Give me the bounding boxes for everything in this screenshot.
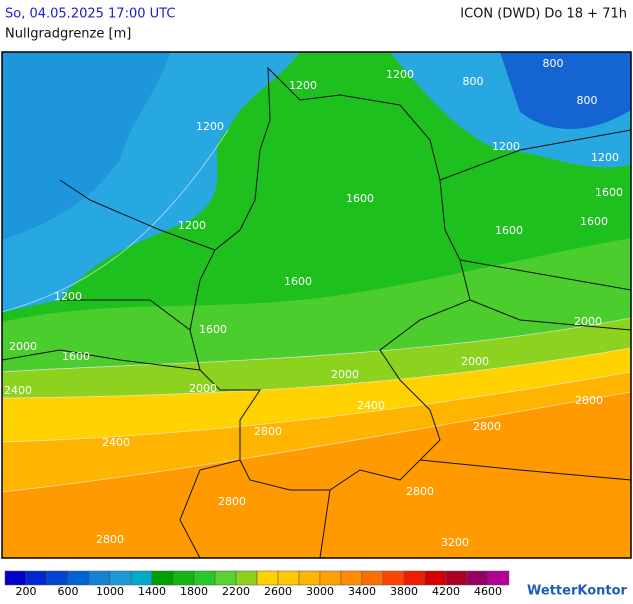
legend-tick-label: 3400 (348, 585, 376, 598)
contour-label: 2400 (357, 399, 385, 412)
legend-swatch (382, 570, 405, 586)
legend-swatch (256, 570, 279, 586)
legend-tick-label: 3800 (390, 585, 418, 598)
legend-tick-label: 1000 (96, 585, 124, 598)
contour-label: 1200 (492, 140, 520, 153)
legend-tick-label: 1400 (138, 585, 166, 598)
contour-label: 1200 (386, 68, 414, 81)
legend-swatch (193, 570, 216, 586)
contour-label: 2800 (473, 420, 501, 433)
legend-swatch (361, 570, 384, 586)
contour-label: 1200 (178, 219, 206, 232)
legend-tick-label: 200 (16, 585, 37, 598)
legend-tick-label: 2200 (222, 585, 250, 598)
legend-tick-label: 600 (58, 585, 79, 598)
legend-swatch (340, 570, 363, 586)
legend-swatch (151, 570, 174, 586)
contour-labels: 1200 800 800 800 1200 1200 1200 1200 1200 1200 160… (4, 57, 623, 549)
contour-label: 800 (543, 57, 564, 70)
legend-swatch (466, 570, 489, 586)
contour-label: 1600 (199, 323, 227, 336)
contour-label: 2400 (102, 436, 130, 449)
legend-swatch (445, 570, 468, 586)
contour-label: 2800 (406, 485, 434, 498)
legend-swatch (424, 570, 447, 586)
contour-label: 2400 (4, 384, 32, 397)
contour-label: 1600 (595, 186, 623, 199)
legend-swatch (4, 570, 27, 586)
legend-swatch (67, 570, 90, 586)
legend-swatch (319, 570, 342, 586)
legend: 200 600 1000 1400 1800 2200 2600 3000 3400 3800 42… (4, 570, 510, 598)
contour-label: 1200 (54, 290, 82, 303)
contour-label: 1600 (580, 215, 608, 228)
datetime: So, 04.05.2025 17:00 UTC (5, 7, 175, 22)
contour-label: 2000 (9, 340, 37, 353)
legend-tick-label: 3000 (306, 585, 334, 598)
contour-label: 2000 (461, 355, 489, 368)
contour-label: 2800 (218, 495, 246, 508)
legend-swatch (109, 570, 132, 586)
legend-swatch (214, 570, 237, 586)
contour-label: 2000 (331, 368, 359, 381)
contour-label: 800 (577, 94, 598, 107)
contour-label: 2800 (575, 394, 603, 407)
contour-label: 3200 (441, 536, 469, 549)
legend-swatch (46, 570, 69, 586)
contour-label: 1200 (289, 79, 317, 92)
contour-label: 2800 (254, 425, 282, 438)
map (1, 51, 632, 559)
contour-label: 1200 (591, 151, 619, 164)
parameter: Nullgradgrenze [m] (5, 27, 131, 42)
contour-label: 2000 (574, 315, 602, 328)
legend-tick-label: 1800 (180, 585, 208, 598)
contour-label: 1600 (346, 192, 374, 205)
legend-swatch (25, 570, 48, 586)
legend-tick-label: 4600 (474, 585, 502, 598)
legend-swatch (88, 570, 111, 586)
legend-swatch (277, 570, 300, 586)
legend-swatch (298, 570, 321, 586)
contour-label: 2000 (189, 382, 217, 395)
contour-label: 1600 (495, 224, 523, 237)
legend-swatch (172, 570, 195, 586)
contour-label: 1600 (284, 275, 312, 288)
legend-swatch (403, 570, 426, 586)
contour-label: 1600 (62, 350, 90, 363)
legend-swatch (130, 570, 153, 586)
legend-swatch (487, 570, 510, 586)
legend-swatch (235, 570, 258, 586)
contour-label: 2800 (96, 533, 124, 546)
contour-label: 800 (463, 75, 484, 88)
contour-label: 1200 (196, 120, 224, 133)
brand: WetterKontor (527, 584, 628, 599)
legend-tick-label: 2600 (264, 585, 292, 598)
model: ICON (DWD) Do 18 + 71h (460, 7, 627, 22)
legend-tick-label: 4200 (432, 585, 460, 598)
